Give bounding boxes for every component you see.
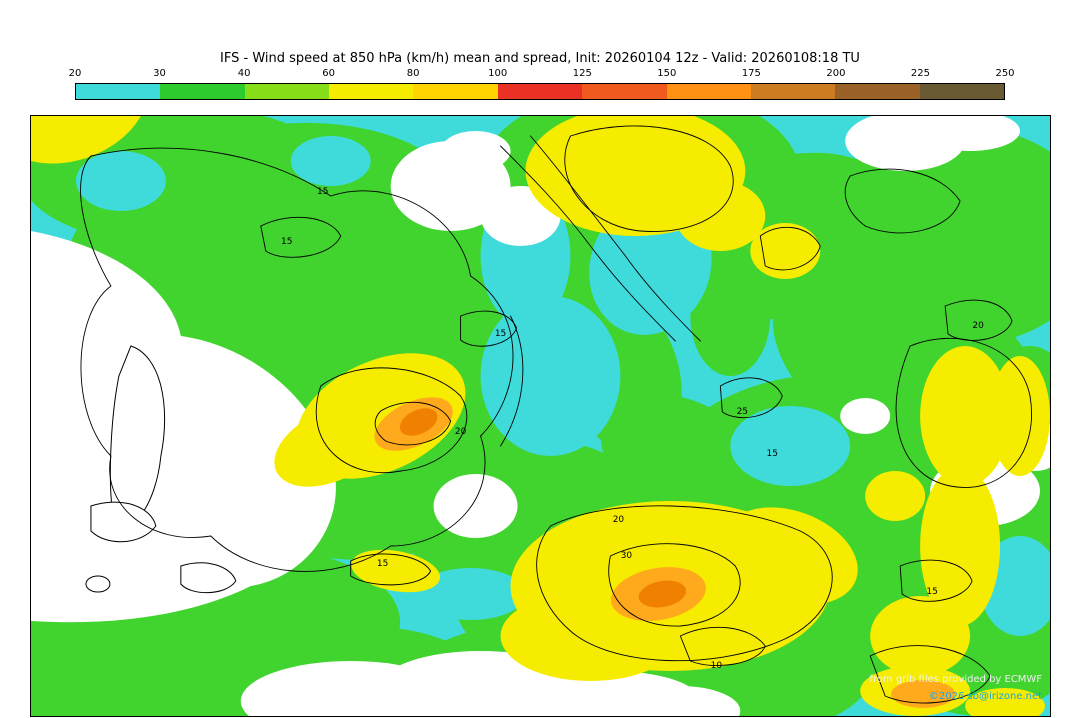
legend-segment (666, 84, 751, 99)
legend-tick-label: 20 (68, 68, 82, 79)
contour-label: 20 (972, 321, 984, 331)
legend-segment (750, 84, 836, 99)
spread-contours (80, 125, 1032, 704)
contour-label: 15 (317, 187, 328, 197)
legend-tick-labels: 20 30 40 60 80 100 125 150 175 200 225 250 (69, 68, 1015, 81)
legend-tick-label: 30 (153, 68, 166, 79)
legend-tick-label: 175 (741, 68, 761, 79)
contour-label: 10 (711, 661, 723, 671)
legend-tick-label: 80 (406, 68, 420, 79)
contour-label: 15 (495, 329, 506, 339)
legend-segment (919, 84, 1004, 99)
legend-segment (160, 84, 245, 99)
contour-label: 15 (377, 559, 388, 569)
legend-segment (244, 84, 330, 99)
legend-segment (835, 84, 920, 99)
legend-tick-label: 150 (657, 68, 677, 79)
contour-label: 30 (621, 551, 633, 561)
color-scale-legend: 20 30 40 60 80 100 125 150 175 200 225 250 (69, 68, 1015, 100)
contour-label: 15 (926, 587, 937, 597)
legend-color-bar (75, 83, 1005, 100)
contour-value-labels: 15 15 15 20 15 20 30 10 15 25 20 15 (281, 187, 984, 671)
contour-label: 15 (767, 449, 778, 459)
legend-segment (582, 84, 667, 99)
attribution-copyright: ©2026 sb@irizone.net (929, 691, 1042, 702)
legend-tick-label: 100 (488, 68, 508, 79)
legend-tick-label: 40 (237, 68, 251, 79)
legend-segment (413, 84, 498, 99)
coastline-shapes (85, 345, 237, 594)
legend-segment (76, 84, 161, 99)
contour-label: 20 (455, 427, 467, 437)
contour-label: 20 (613, 515, 625, 525)
wind-map: 15 15 15 20 15 20 30 10 15 25 20 15 from grib files… (30, 115, 1051, 717)
legend-segment (497, 84, 583, 99)
legend-tick-label: 60 (322, 68, 335, 79)
legend-segment (329, 84, 414, 99)
legend-tick-label: 200 (826, 68, 846, 79)
page-title: IFS - Wind speed at 850 hPa (km/h) mean … (220, 51, 860, 66)
legend-tick-label: 125 (572, 68, 592, 79)
orange-cores (374, 397, 956, 708)
contour-label: 25 (737, 407, 748, 417)
legend-tick-label: 250 (995, 68, 1015, 79)
contour-label: 15 (281, 237, 292, 247)
legend-tick-label: 225 (910, 68, 930, 79)
attribution-ecmwf: from grib files provided by ECMWF (869, 674, 1042, 685)
wind-map-svg: 15 15 15 20 15 20 30 10 15 25 20 15 from grib files… (31, 116, 1050, 716)
